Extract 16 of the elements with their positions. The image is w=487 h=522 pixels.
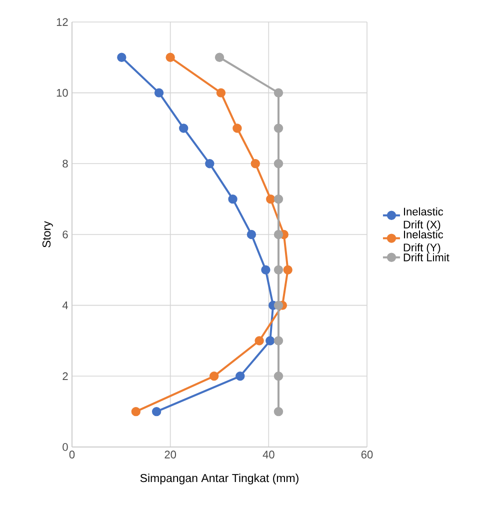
y-tick-label: 10 — [56, 88, 68, 97]
y-tick-label: 4 — [62, 302, 68, 310]
y-tick-label: 8 — [62, 160, 68, 168]
x-tick-label: 0 — [69, 450, 75, 458]
x-tick-label: 60 — [361, 450, 373, 458]
y-tick-label: 12 — [56, 18, 68, 26]
x-tick-label: 20 — [164, 450, 176, 458]
y-tick-label: 6 — [62, 230, 68, 238]
y-tick-label: 2 — [62, 372, 68, 380]
y-axis-title: Story — [42, 221, 53, 248]
legend-label: Inelastic Drift (X) — [404, 207, 444, 231]
x-axis-title: Simpangan Antar Tingkat (mm) — [140, 474, 298, 484]
legend-label: Drift Limit — [404, 253, 450, 262]
y-tick-label: 0 — [62, 443, 68, 451]
x-tick-label: 40 — [262, 450, 274, 458]
legend-label: Inelastic Drift (Y) — [404, 230, 444, 254]
